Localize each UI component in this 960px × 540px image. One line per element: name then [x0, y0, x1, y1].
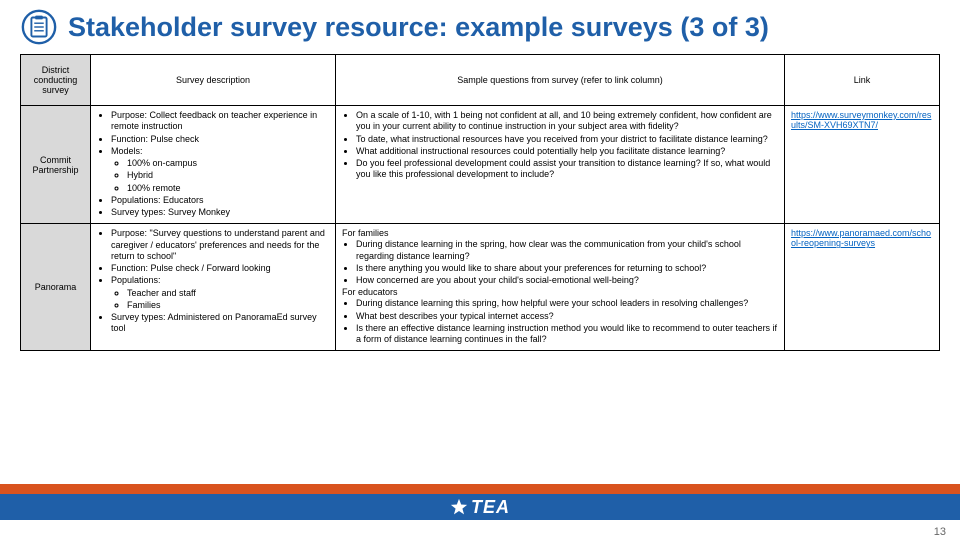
header-district: District conducting survey — [21, 55, 91, 106]
page-title: Stakeholder survey resource: example sur… — [68, 12, 769, 43]
row-sample: On a scale of 1-10, with 1 being not con… — [336, 106, 785, 224]
checklist-icon — [20, 8, 58, 46]
table-row: Panorama Purpose: "Survey questions to u… — [21, 224, 940, 351]
row-name: Commit Partnership — [21, 106, 91, 224]
header: Stakeholder survey resource: example sur… — [0, 0, 960, 50]
row-sample: For families During distance learning in… — [336, 224, 785, 351]
survey-link[interactable]: https://www.panoramaed.com/school-reopen… — [791, 228, 931, 248]
row-link: https://www.panoramaed.com/school-reopen… — [785, 224, 940, 351]
row-link: https://www.surveymonkey.com/results/SM-… — [785, 106, 940, 224]
header-description: Survey description — [91, 55, 336, 106]
survey-table: District conducting survey Survey descri… — [20, 54, 940, 351]
footer: TEA — [0, 484, 960, 520]
row-description: Purpose: Collect feedback on teacher exp… — [91, 106, 336, 224]
footer-blue-bar: TEA — [0, 494, 960, 520]
families-label: For families — [342, 228, 778, 238]
tea-logo: TEA — [450, 497, 510, 518]
educators-label: For educators — [342, 287, 778, 297]
tea-logo-text: TEA — [471, 497, 510, 518]
footer-red-bar — [0, 484, 960, 494]
table-container: District conducting survey Survey descri… — [0, 50, 960, 351]
header-link: Link — [785, 55, 940, 106]
row-name: Panorama — [21, 224, 91, 351]
row-description: Purpose: "Survey questions to understand… — [91, 224, 336, 351]
header-sample: Sample questions from survey (refer to l… — [336, 55, 785, 106]
survey-link[interactable]: https://www.surveymonkey.com/results/SM-… — [791, 110, 931, 130]
star-icon — [450, 498, 468, 516]
table-row: Commit Partnership Purpose: Collect feed… — [21, 106, 940, 224]
page-number: 13 — [934, 526, 946, 538]
